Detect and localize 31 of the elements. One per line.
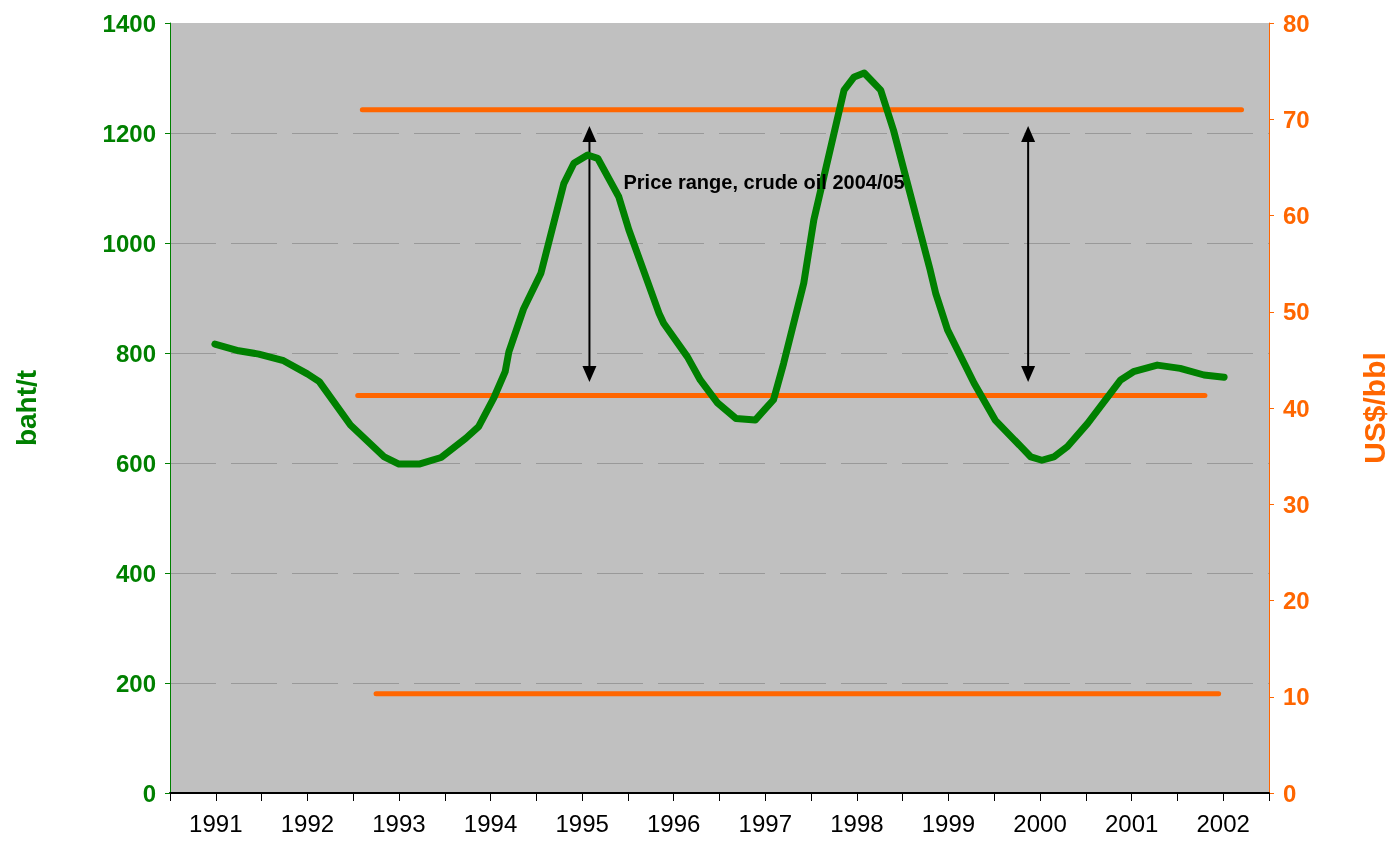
- y-tick-label: 1200: [102, 119, 156, 147]
- x-tick-label: 1995: [555, 809, 609, 837]
- y-tick-label: 600: [115, 449, 156, 477]
- y-tick-label: 0: [142, 779, 156, 807]
- x-tick-label: 2000: [1013, 809, 1067, 837]
- x-tick-label: 2002: [1196, 809, 1250, 837]
- y2-tick-label: 50: [1283, 298, 1310, 326]
- y2-tick-label: 0: [1283, 779, 1297, 807]
- y2-axis-title: US$/bbl: [1357, 352, 1391, 464]
- y-tick-label: 800: [115, 339, 156, 367]
- x-tick-label: 1993: [372, 809, 426, 837]
- y-axis-title: baht/t: [10, 369, 42, 447]
- y-tick-label: 200: [115, 669, 156, 697]
- x-tick-label: 2001: [1104, 809, 1159, 837]
- y2-tick-label: 80: [1283, 9, 1310, 37]
- x-tick-label: 1991: [189, 809, 243, 837]
- x-tick-label: 1997: [738, 809, 792, 837]
- y2-tick-label: 40: [1283, 394, 1310, 422]
- y2-tick-label: 30: [1283, 490, 1310, 518]
- x-tick-label: 1994: [463, 809, 518, 837]
- y-tick-label: 1400: [102, 9, 156, 37]
- y-tick-label: 400: [115, 559, 156, 587]
- y2-tick-label: 20: [1283, 587, 1310, 614]
- y2-tick-label: 70: [1283, 105, 1310, 133]
- y2-tick-label: 60: [1283, 202, 1310, 229]
- y2-tick-label: 10: [1283, 683, 1310, 711]
- x-tick-label: 1996: [647, 809, 701, 837]
- x-tick-label: 1999: [921, 809, 976, 837]
- x-tick-label: 1992: [280, 809, 335, 837]
- x-tick-label: 1998: [830, 809, 884, 837]
- y-tick-label: 1000: [102, 229, 156, 257]
